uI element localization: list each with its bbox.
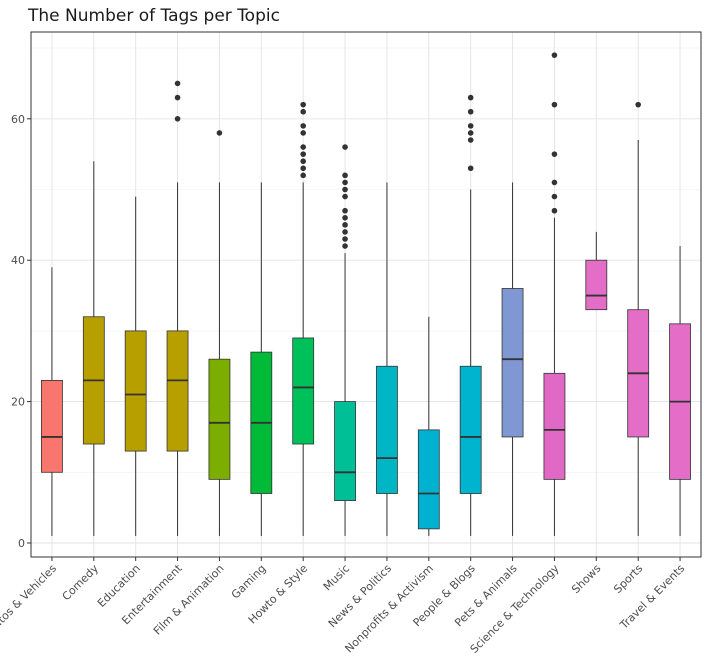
x-tick-label: Comedy xyxy=(60,562,102,604)
box-3 xyxy=(166,330,189,452)
y-tick-label: 20 xyxy=(11,396,25,409)
outlier-point xyxy=(467,94,474,101)
outlier-point xyxy=(467,108,474,115)
outlier-point xyxy=(300,172,306,179)
outlier-point xyxy=(467,165,474,172)
outlier-point xyxy=(635,101,641,108)
outlier-point xyxy=(342,193,348,200)
panel-border xyxy=(30,31,702,558)
chart-title: The Number of Tags per Topic xyxy=(28,6,280,26)
box-12 xyxy=(543,372,566,480)
x-tick-label: Autos & Vehicles xyxy=(0,562,59,636)
outlier-point xyxy=(300,151,306,157)
outlier-point xyxy=(300,165,306,172)
box-9 xyxy=(417,429,440,530)
outlier-point xyxy=(342,214,348,221)
outlier-point xyxy=(342,236,348,242)
box-6 xyxy=(292,337,315,445)
outlier-point xyxy=(342,144,348,150)
outlier-point xyxy=(300,144,306,150)
box-10 xyxy=(459,365,482,494)
outlier-point xyxy=(342,243,348,249)
y-tick-label: 0 xyxy=(18,537,25,550)
box-13 xyxy=(585,259,608,311)
outlier-point xyxy=(342,179,348,186)
outlier-point xyxy=(300,130,306,136)
x-tick-label: Sports xyxy=(611,562,645,596)
outlier-point xyxy=(551,101,558,108)
outlier-point xyxy=(467,137,474,143)
x-tick-label: Shows xyxy=(569,562,603,596)
box-11 xyxy=(501,288,524,438)
y-tick-label: 60 xyxy=(11,113,25,126)
outlier-point xyxy=(300,158,306,165)
box-8 xyxy=(376,365,398,494)
box-0 xyxy=(41,379,63,473)
outlier-point xyxy=(551,52,558,58)
outlier-point xyxy=(342,229,348,235)
outlier-point xyxy=(342,186,348,193)
outlier-point xyxy=(342,222,348,228)
box-4 xyxy=(208,358,231,480)
outlier-point xyxy=(216,130,223,136)
outlier-point xyxy=(300,101,306,108)
outlier-point xyxy=(174,116,181,122)
outlier-point xyxy=(300,108,306,115)
outlier-point xyxy=(342,172,348,179)
outlier-point xyxy=(551,179,558,186)
outlier-point xyxy=(174,80,181,87)
outlier-point xyxy=(342,207,348,214)
outlier-point xyxy=(551,151,558,157)
x-tick-label: Music xyxy=(321,562,352,593)
outlier-point xyxy=(174,94,181,101)
outlier-point xyxy=(551,193,558,200)
x-tick-label: Film & Animation xyxy=(151,562,227,638)
box-7 xyxy=(334,401,356,501)
outlier-point xyxy=(467,123,474,129)
box-2 xyxy=(124,330,147,452)
outlier-point xyxy=(551,207,558,214)
x-tick-label: Gaming xyxy=(229,562,269,602)
y-tick-label: 40 xyxy=(11,254,25,267)
outlier-point xyxy=(300,123,306,129)
outlier-point xyxy=(467,130,474,136)
